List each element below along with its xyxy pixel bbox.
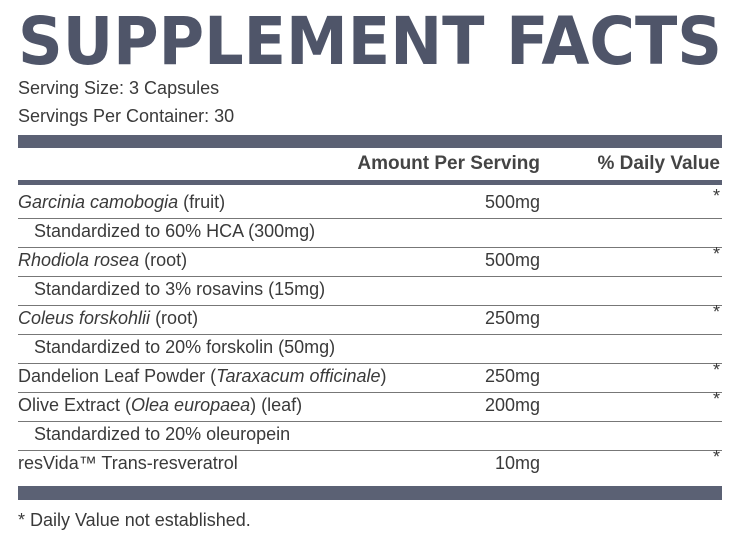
amount: 500mg	[484, 192, 540, 212]
amount: 10mg	[494, 453, 540, 473]
name-part: ) (leaf)	[250, 395, 303, 415]
name-part: Coleus forskohlii	[18, 308, 151, 328]
bottom-bar	[18, 486, 722, 500]
ingredient-name: Standardized to 3% rosavins (15mg)	[34, 278, 325, 300]
row-rule	[18, 305, 722, 306]
row-rule	[18, 334, 722, 335]
row-rule	[18, 421, 722, 422]
name-part: (fruit)	[178, 192, 226, 212]
row-rule	[18, 276, 722, 277]
name-part: Olive Extract (	[18, 395, 132, 415]
amount: 500mg	[484, 250, 540, 270]
amount-header: Amount Per Serving	[357, 153, 540, 174]
serving-size: Serving Size: 3 Capsules	[18, 78, 220, 98]
name-part: Garcinia camobogia	[18, 192, 179, 212]
daily-value: *	[712, 389, 720, 409]
name-part: Dandelion Leaf Powder (	[18, 366, 217, 386]
daily-value: *	[712, 360, 720, 380]
daily-value-header: % Daily Value	[597, 153, 720, 174]
name-part: Olea europaea	[131, 395, 251, 415]
title: SUPPLEMENT FACTS	[18, 3, 722, 80]
row-rule	[18, 450, 722, 451]
daily-value: *	[712, 447, 720, 467]
row-rule	[18, 218, 722, 219]
row-rule	[18, 363, 722, 364]
name-part: Taraxacum officinale	[216, 366, 381, 386]
name-part: )	[380, 366, 387, 386]
header-bar	[18, 180, 722, 185]
ingredient-name: Coleus forskohlii (root)	[18, 307, 198, 329]
ingredient-name: Standardized to 20% forskolin (50mg)	[34, 336, 335, 358]
name-part: Standardized to 3% rosavins (15mg)	[34, 279, 326, 299]
row-rule	[18, 247, 722, 248]
name-part: Standardized to 20% oleuropein	[34, 424, 291, 444]
daily-value: *	[712, 302, 720, 322]
name-part: resVida™ Trans-resveratrol	[18, 453, 238, 473]
ingredient-name: Rhodiola rosea (root)	[18, 249, 187, 271]
name-part: (root)	[150, 308, 199, 328]
name-part: Rhodiola rosea	[18, 250, 140, 270]
amount: 200mg	[484, 395, 540, 415]
amount: 250mg	[484, 366, 540, 386]
ingredient-name: Standardized to 60% HCA (300mg)	[34, 220, 315, 242]
title-area: SUPPLEMENT FACTS	[18, 3, 722, 80]
row-rule	[18, 392, 722, 393]
ingredient-name: Standardized to 20% oleuropein	[34, 423, 290, 445]
name-part: Standardized to 20% forskolin (50mg)	[34, 337, 336, 357]
daily-value: *	[712, 244, 720, 264]
daily-value: *	[712, 186, 720, 206]
footnote: * Daily Value not established.	[18, 510, 251, 530]
name-part: (root)	[139, 250, 188, 270]
ingredient-name: resVida™ Trans-resveratrol	[18, 452, 238, 474]
ingredient-name: Dandelion Leaf Powder (Taraxacum officin…	[18, 365, 387, 387]
name-part: Standardized to 60% HCA (300mg)	[34, 221, 316, 241]
amount: 250mg	[484, 308, 540, 328]
top-bar	[18, 135, 722, 148]
ingredient-name: Garcinia camobogia (fruit)	[18, 191, 225, 213]
servings-per-container: Servings Per Container: 30	[18, 106, 235, 126]
ingredient-name: Olive Extract (Olea europaea) (leaf)	[18, 394, 302, 416]
